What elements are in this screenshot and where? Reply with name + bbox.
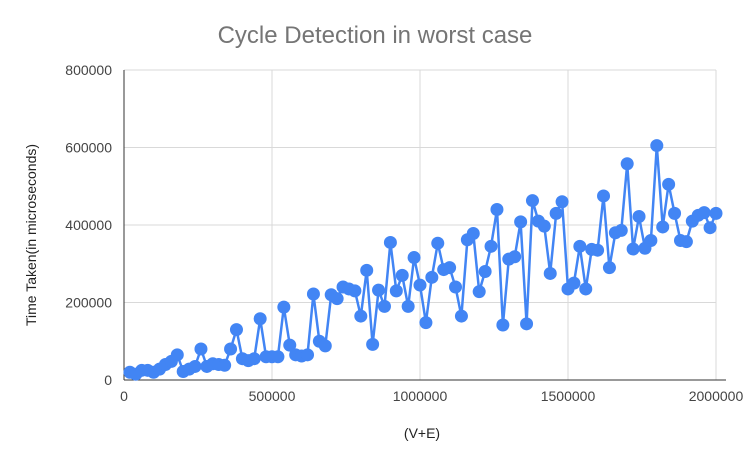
data-point (620, 157, 634, 171)
data-point (484, 239, 498, 253)
data-point (377, 299, 391, 313)
data-point (253, 312, 267, 326)
data-point (389, 284, 403, 298)
data-point (218, 358, 232, 372)
data-point (668, 206, 682, 220)
data-point (597, 189, 611, 203)
data-point (508, 250, 522, 264)
data-point (656, 220, 670, 234)
data-point (425, 270, 439, 284)
data-point (514, 215, 528, 229)
data-point (188, 359, 202, 373)
data-point (318, 339, 332, 353)
y-tick-label: 800000 (65, 62, 112, 78)
data-point (466, 227, 480, 241)
data-point (431, 236, 445, 250)
chart-title: Cycle Detection in worst case (218, 22, 533, 49)
data-point (703, 221, 717, 235)
data-point (383, 235, 397, 249)
data-point (644, 234, 658, 247)
data-point (407, 251, 421, 265)
x-tick-label: 1000000 (393, 388, 448, 404)
x-tick-label: 1500000 (541, 388, 596, 404)
data-point (626, 242, 640, 256)
data-point (454, 309, 468, 323)
data-point (283, 338, 297, 352)
data-point (443, 261, 457, 275)
y-tick-label: 400000 (65, 217, 112, 233)
data-point (525, 194, 539, 208)
data-point (395, 268, 409, 282)
data-point (472, 285, 486, 299)
tick-labels: 0 200000 400000 600000 800000 0 500000 1000000 1… (65, 62, 743, 404)
data-point (496, 318, 510, 332)
y-tick-label: 600000 (65, 140, 112, 156)
data-point (354, 309, 368, 323)
x-tick-label: 0 (120, 388, 128, 404)
data-point (419, 316, 433, 330)
data-point (330, 292, 344, 306)
y-tick-label: 200000 (65, 295, 112, 311)
data-point (697, 206, 711, 220)
data-point (301, 348, 315, 362)
data-point (543, 266, 557, 280)
y-axis-label: Time Taken(in microseconds) (23, 144, 39, 326)
data-point (632, 209, 646, 223)
axes (123, 70, 726, 381)
data-point (549, 206, 563, 220)
data-point (306, 287, 320, 301)
data-point (229, 323, 243, 337)
data-point (277, 300, 291, 314)
data-point (348, 284, 362, 298)
data-point (662, 177, 676, 191)
x-axis-label: (V+E) (404, 425, 440, 441)
data-point (614, 223, 628, 237)
data-point (555, 195, 569, 209)
data-point (650, 139, 664, 153)
data-point (537, 219, 551, 233)
data-point (224, 342, 238, 356)
data-point (709, 206, 723, 220)
data-point (490, 203, 504, 216)
data-point (591, 243, 605, 257)
gridlines (124, 69, 717, 380)
data-point (271, 350, 285, 364)
data-point (602, 261, 616, 275)
data-point (360, 263, 374, 277)
data-point (579, 282, 593, 296)
data-point (567, 276, 581, 290)
series-line (129, 144, 718, 376)
data-point (170, 348, 184, 362)
data-point (366, 337, 380, 351)
data-point (194, 342, 208, 356)
data-point (413, 278, 427, 292)
data-series (123, 139, 723, 381)
data-point (247, 352, 261, 366)
data-point (679, 235, 693, 249)
y-tick-label: 0 (104, 372, 112, 388)
data-point (478, 265, 492, 278)
data-point (449, 280, 463, 294)
x-tick-label: 2000000 (689, 388, 744, 404)
x-tick-label: 500000 (249, 388, 296, 404)
data-point (573, 239, 587, 253)
data-point (401, 299, 415, 313)
data-point (372, 283, 386, 297)
data-point (520, 317, 534, 331)
